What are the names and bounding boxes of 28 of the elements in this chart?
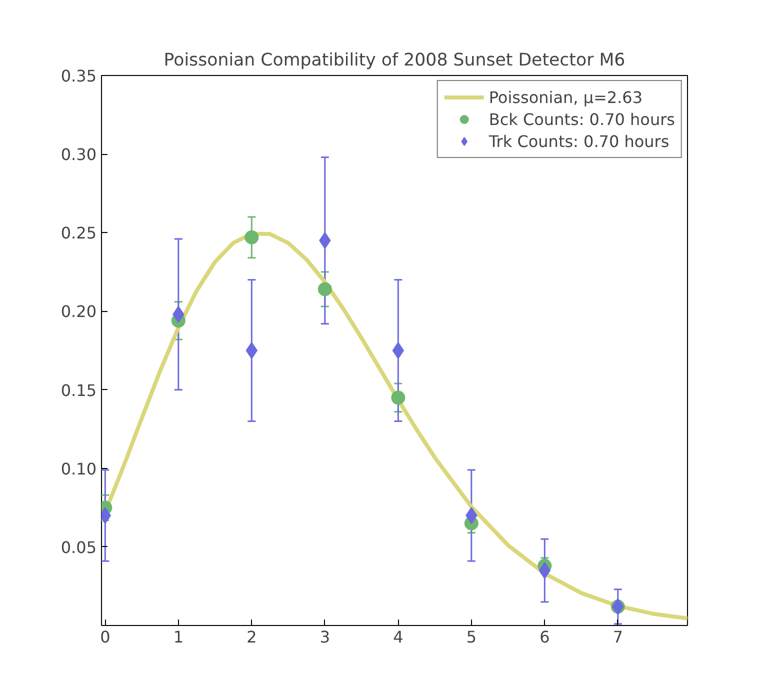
x-tick-label: 6 <box>540 628 550 646</box>
y-tick-label: 0.10 <box>60 459 96 478</box>
x-tick-label: 4 <box>393 628 404 646</box>
x-tick-label: 5 <box>466 628 477 646</box>
point <box>244 230 259 244</box>
point <box>391 390 406 405</box>
point <box>538 562 550 579</box>
point <box>392 342 404 359</box>
y-tick-label: 0.05 <box>60 538 96 557</box>
point <box>318 282 332 296</box>
chart-title: Poissonian Compatibility of 2008 Sunset Detector M6 <box>164 50 626 70</box>
line-series <box>102 232 688 620</box>
x-tick-label: 1 <box>173 628 184 646</box>
y-tick-label: 0.25 <box>60 224 96 243</box>
legend-label: Bck Counts: 0.70 hours <box>488 110 675 128</box>
x-tick-label: 2 <box>246 628 257 646</box>
x-tick-label: 7 <box>612 628 624 646</box>
y-tick-label: 0.15 <box>60 380 96 400</box>
legend-label: Poissonian, μ=2.63 <box>488 88 643 106</box>
point <box>246 342 258 359</box>
point <box>319 232 331 249</box>
point <box>466 507 478 524</box>
x-tick-label: 3 <box>320 628 330 646</box>
x-tick-label: 0 <box>100 628 110 646</box>
y-tick-label: 0.30 <box>60 145 96 164</box>
legend-label: Trk Counts: 0.70 hours <box>488 132 670 150</box>
y-tick-label: 0.20 <box>60 302 96 322</box>
y-tick-label: 0.35 <box>60 66 96 86</box>
